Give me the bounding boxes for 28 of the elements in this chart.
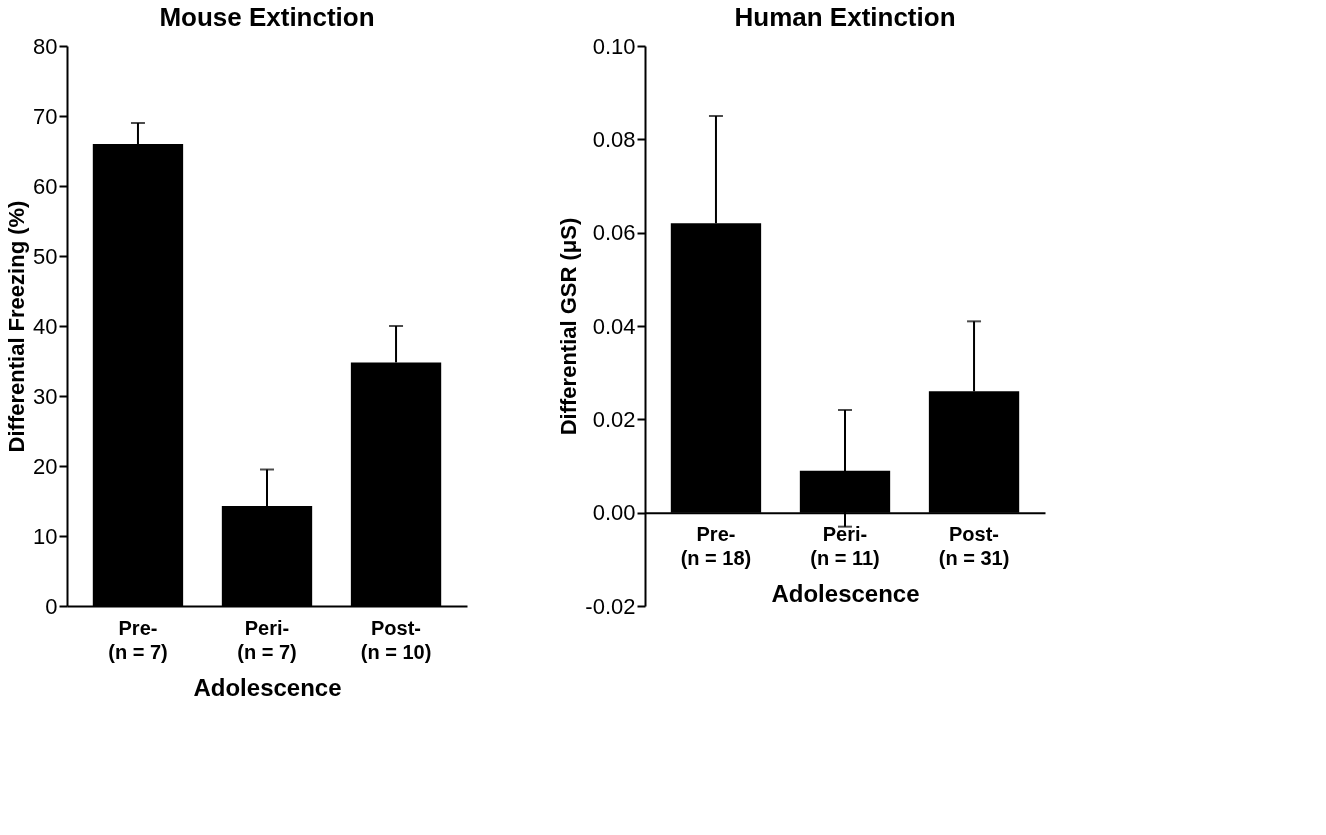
y-tick-label: 70: [33, 103, 58, 129]
y-tick-label: 0.00: [592, 500, 636, 526]
y-tick-label: 0.10: [592, 33, 636, 59]
x-tick-label: Peri- (n = 7): [237, 616, 297, 663]
y-tick-label: 0.02: [592, 406, 636, 432]
y-tick-label: -0.02: [585, 593, 636, 619]
y-tick-label: 0.06: [592, 220, 636, 246]
y-tick-label: 10: [33, 523, 58, 549]
x-tick-label: Post- (n = 10): [360, 616, 432, 663]
chart-title: Human Extinction: [734, 2, 956, 32]
x-tick-label: Pre- (n = 7): [108, 616, 168, 663]
y-tick-label: 0.08: [592, 126, 636, 152]
chart-title: Mouse Extinction: [159, 2, 375, 32]
y-tick-label: 20: [33, 453, 58, 479]
y-tick-label: 0.04: [592, 313, 636, 339]
y-tick-label: 80: [33, 33, 58, 59]
x-tick-label: Pre- (n = 18): [680, 523, 752, 570]
y-axis-title: Differential Freezing (%): [4, 200, 30, 453]
x-axis-title: Adolescence: [771, 580, 920, 608]
x-tick-label: Post- (n = 31): [938, 523, 1010, 570]
x-tick-label: Peri- (n = 11): [810, 523, 880, 570]
y-tick-label: 50: [33, 243, 58, 269]
y-tick-label: 30: [33, 383, 58, 409]
y-axis-title: Differential GSR (μS): [556, 217, 582, 436]
y-tick-label: 60: [33, 173, 58, 199]
x-axis-title: Adolescence: [193, 673, 342, 701]
y-tick-label: 40: [33, 313, 58, 339]
y-tick-label: 0: [45, 593, 58, 619]
